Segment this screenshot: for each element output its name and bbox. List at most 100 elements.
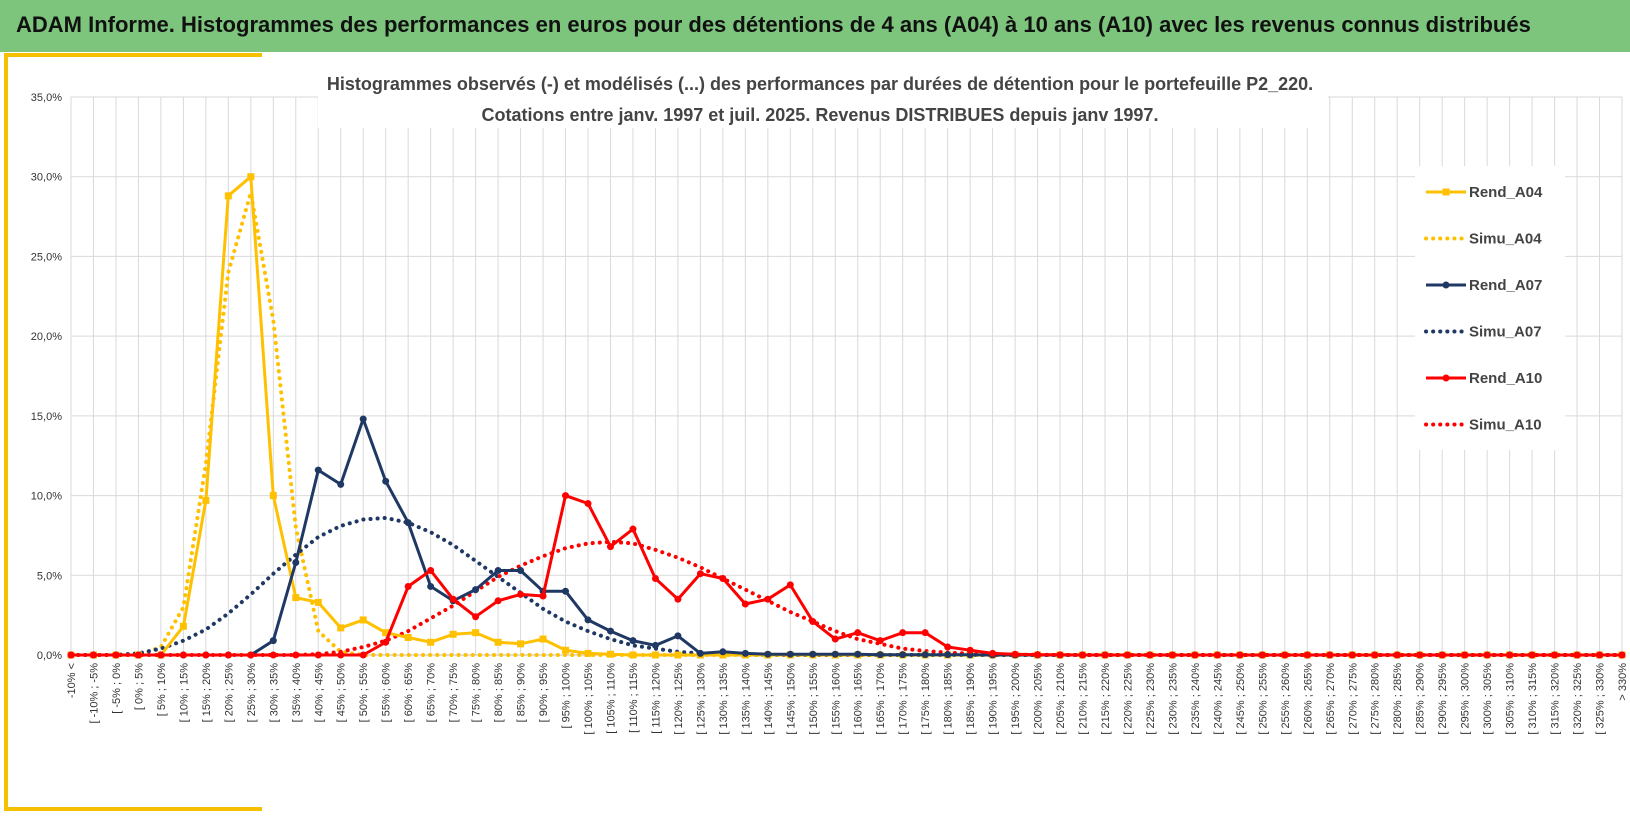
x-tick-label: [ 20% ; 25%	[223, 663, 235, 723]
x-tick-label: [ 0% ; 5%	[133, 663, 145, 710]
data-point	[179, 651, 187, 659]
data-point	[337, 480, 345, 488]
data-point	[157, 651, 165, 659]
x-tick-label: [ 130% ; 135%	[718, 663, 730, 735]
data-point	[472, 586, 480, 594]
data-point	[1303, 651, 1311, 659]
legend-label: Rend_A10	[1469, 370, 1542, 387]
y-tick-label: 5,0%	[37, 570, 62, 582]
x-tick-label: [ 235% ; 240%	[1190, 663, 1202, 735]
x-tick-label: [ 195% ; 200%	[1010, 663, 1022, 735]
chart-title-background	[318, 66, 1328, 128]
page-title: ADAM Informe. Histogrammes des performan…	[16, 12, 1531, 37]
data-point	[899, 651, 907, 659]
data-point	[1146, 651, 1154, 659]
data-point	[449, 595, 457, 603]
legend-label: Simu_A07	[1469, 324, 1542, 341]
x-tick-label: [ 150% ; 155%	[808, 663, 820, 735]
legend-item-Rend_A10: Rend_A10	[1426, 370, 1542, 387]
data-point	[562, 492, 570, 500]
data-point	[944, 651, 952, 659]
x-tick-label: > 330%	[1617, 663, 1629, 701]
chart-title-line-2: Cotations entre janv. 1997 et juil. 2025…	[482, 105, 1159, 125]
data-point	[427, 638, 435, 646]
x-tick-label: [ 285% ; 290%	[1415, 663, 1427, 735]
data-point	[584, 500, 592, 508]
data-point	[629, 637, 637, 645]
x-tick-label: [ 5% ; 10%	[156, 663, 168, 716]
x-tick-label: [ -10% ; -5%	[88, 663, 100, 724]
data-point	[224, 192, 232, 200]
x-tick-label: [ 290% ; 295%	[1437, 663, 1449, 735]
x-tick-label: [ 55% ; 60%	[381, 663, 393, 723]
x-tick-label: [ 210% ; 215%	[1078, 663, 1090, 735]
x-tick-label: [ 250% ; 255%	[1257, 663, 1269, 735]
data-point	[269, 651, 277, 659]
data-point	[809, 650, 817, 658]
data-point	[292, 651, 300, 659]
y-tick-label: 25,0%	[31, 251, 62, 263]
x-tick-label: [ 90% ; 95%	[538, 663, 550, 723]
chart-grid	[70, 96, 1623, 656]
data-point	[944, 643, 952, 651]
x-tick-label: [ 75% ; 80%	[471, 663, 483, 723]
x-tick-label: [ 220% ; 225%	[1122, 663, 1134, 735]
data-point	[674, 595, 682, 603]
data-point	[1101, 651, 1109, 659]
frame-accent-bottom	[4, 807, 262, 811]
data-point	[404, 582, 412, 590]
x-tick-label: [ 185% ; 190%	[965, 663, 977, 735]
data-point	[1461, 651, 1469, 659]
legend-item-Simu_A10: Simu_A10	[1424, 417, 1542, 434]
data-point	[876, 651, 884, 659]
y-tick-label: 10,0%	[31, 491, 62, 503]
x-tick-label: [ 325% ; 330%	[1595, 663, 1607, 735]
data-point	[651, 641, 659, 649]
y-tick-label: 15,0%	[31, 411, 62, 423]
data-point	[1258, 651, 1266, 659]
series-Rend_A07	[67, 415, 1626, 659]
data-point	[606, 650, 614, 658]
data-point	[494, 597, 502, 605]
data-point	[517, 640, 525, 648]
x-tick-label: [ 280% ; 285%	[1392, 663, 1404, 735]
x-tick-label: [ 115% ; 120%	[650, 663, 662, 734]
legend-label: Rend_A07	[1469, 277, 1542, 294]
data-point	[1438, 651, 1446, 659]
x-tick-label: [ 30% ; 35%	[268, 663, 280, 723]
data-point	[562, 587, 570, 595]
data-point	[404, 519, 412, 527]
x-tick-label: [ 275% ; 280%	[1370, 663, 1382, 735]
x-tick-label: [ 295% ; 300%	[1460, 663, 1472, 735]
data-point	[696, 649, 704, 657]
data-point	[224, 651, 232, 659]
x-tick-label: [ 40% ; 45%	[313, 663, 325, 723]
frame-accent-left	[4, 53, 8, 811]
x-tick-label: [ 95% ; 100%	[561, 663, 573, 729]
series-Rend_A10	[67, 492, 1626, 659]
data-point	[741, 649, 749, 657]
chart-title-line-1: Histogrammes observés (-) et modélisés (…	[327, 74, 1313, 94]
data-point	[112, 651, 120, 659]
data-point	[651, 651, 659, 659]
x-tick-label: [ 320% ; 325%	[1572, 663, 1584, 735]
x-tick-label: [ 245% ; 250%	[1235, 663, 1247, 735]
data-point	[269, 492, 277, 500]
data-point	[314, 651, 322, 659]
data-point	[1168, 651, 1176, 659]
data-point	[382, 477, 390, 485]
data-point	[719, 648, 727, 656]
data-point	[629, 651, 637, 659]
chart-series	[67, 173, 1626, 659]
data-point	[831, 635, 839, 643]
x-tick-label: [ 300% ; 305%	[1482, 663, 1494, 735]
x-tick-label: [ 265% ; 270%	[1325, 663, 1337, 735]
data-point	[1281, 651, 1289, 659]
x-tick-label: [ 190% ; 195%	[988, 663, 1000, 735]
x-tick-label: [ 15% ; 20%	[201, 663, 213, 723]
y-axis: 0,0% 5,0% 10,0% 15,0% 20,0% 25,0% 30,0% 35,0%	[31, 92, 62, 662]
x-tick-label: [ 155% ; 160%	[830, 663, 842, 735]
data-point	[899, 629, 907, 637]
data-point	[1056, 651, 1064, 659]
